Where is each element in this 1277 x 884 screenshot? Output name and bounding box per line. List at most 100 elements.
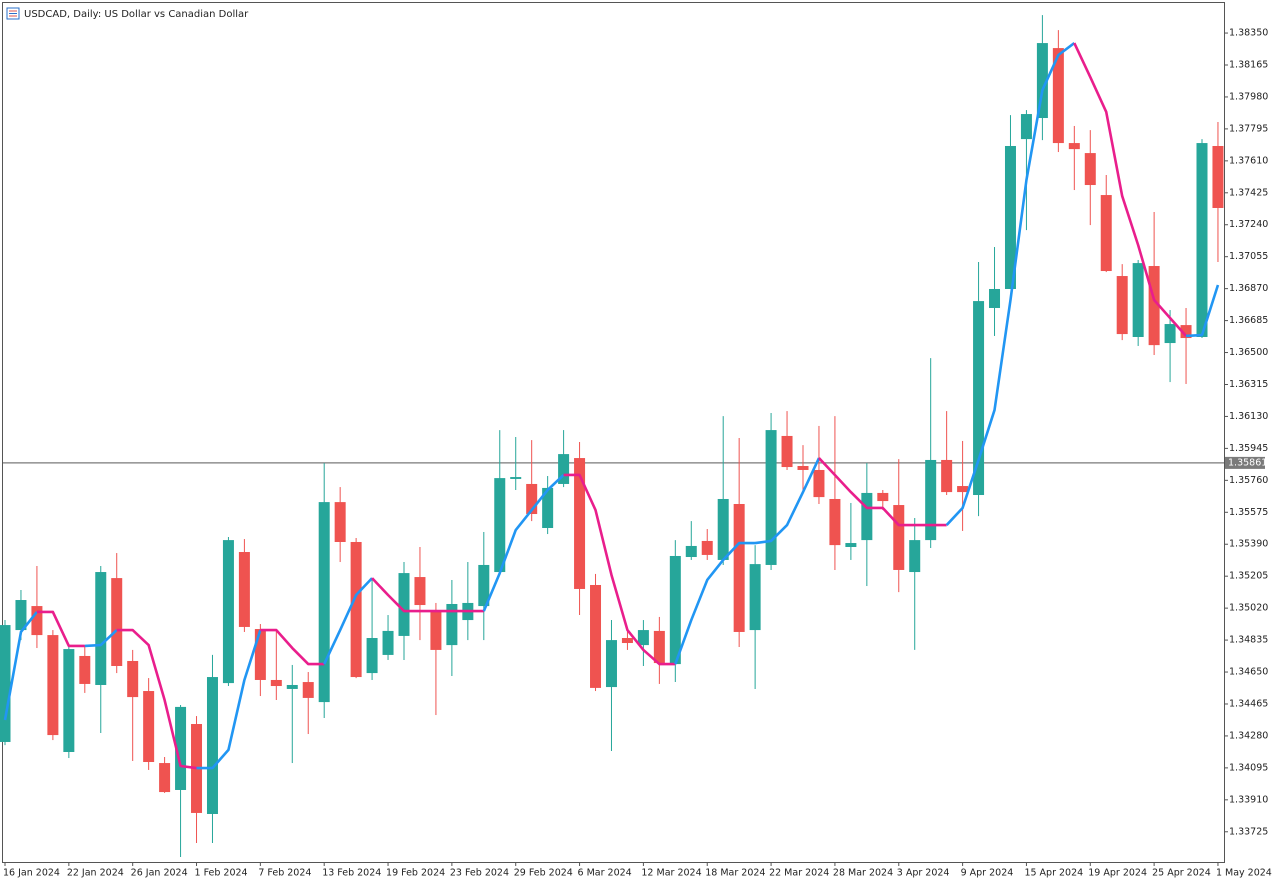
candle-body bbox=[334, 502, 346, 542]
y-tick-label: 1.35205 bbox=[1229, 571, 1268, 582]
indicator-line bbox=[323, 577, 374, 665]
candle-body bbox=[621, 638, 633, 644]
candle-body bbox=[31, 606, 43, 636]
candle-body bbox=[510, 477, 522, 479]
indicator-line bbox=[674, 457, 821, 665]
candle-body bbox=[159, 763, 171, 793]
candle-body bbox=[574, 458, 586, 589]
candle-body bbox=[398, 573, 410, 636]
candle-body bbox=[1052, 48, 1064, 144]
candle-body bbox=[478, 564, 490, 607]
x-tick-label: 22 Jan 2024 bbox=[67, 868, 124, 879]
candle-body bbox=[366, 638, 378, 674]
candle-body bbox=[494, 478, 506, 573]
x-tick-label: 22 Mar 2024 bbox=[769, 868, 829, 879]
x-tick-label: 29 Feb 2024 bbox=[514, 868, 573, 879]
candle-body bbox=[1020, 114, 1032, 140]
candle-body bbox=[877, 492, 889, 502]
candle-body bbox=[414, 577, 426, 606]
candle-body bbox=[63, 649, 75, 752]
indicator-line bbox=[945, 42, 1076, 526]
candle-body bbox=[382, 630, 394, 655]
candle-body bbox=[829, 498, 841, 546]
x-tick-label: 3 Apr 2024 bbox=[897, 868, 950, 879]
y-tick-label: 1.34650 bbox=[1229, 667, 1268, 678]
price-tag bbox=[1225, 456, 1265, 469]
x-tick-label: 16 Jan 2024 bbox=[3, 868, 60, 879]
candle-body bbox=[111, 578, 123, 666]
candle-body bbox=[925, 459, 937, 541]
y-tick-label: 1.34465 bbox=[1229, 698, 1268, 709]
y-tick-label: 1.35575 bbox=[1229, 507, 1268, 518]
candle-body bbox=[989, 288, 1001, 308]
candle-body bbox=[286, 684, 298, 689]
candle-body bbox=[765, 430, 777, 565]
indicator-line bbox=[3, 611, 38, 721]
candle-body bbox=[1180, 325, 1192, 339]
candle-body bbox=[1036, 43, 1048, 119]
candle-body bbox=[238, 552, 250, 627]
y-tick-label: 1.37055 bbox=[1229, 251, 1268, 262]
candle-body bbox=[1164, 324, 1176, 344]
candle-body bbox=[1148, 266, 1160, 346]
candle-body bbox=[669, 555, 681, 665]
y-tick-label: 1.37610 bbox=[1229, 155, 1268, 166]
x-tick-label: 25 Apr 2024 bbox=[1152, 868, 1211, 879]
candle-body bbox=[701, 540, 713, 555]
x-tick-label: 28 Mar 2024 bbox=[833, 868, 893, 879]
y-tick-label: 1.35945 bbox=[1229, 443, 1268, 454]
candle-body bbox=[1100, 195, 1112, 272]
candle-body bbox=[15, 600, 27, 631]
candle-body bbox=[813, 469, 825, 498]
x-tick-label: 7 Feb 2024 bbox=[258, 868, 311, 879]
candle-body bbox=[222, 540, 234, 684]
candle-body bbox=[1196, 143, 1208, 337]
y-tick-label: 1.38165 bbox=[1229, 59, 1268, 70]
candle-body bbox=[127, 660, 139, 698]
x-tick-label: 15 Apr 2024 bbox=[1024, 868, 1083, 879]
candle-body bbox=[0, 625, 11, 742]
x-tick-label: 6 Mar 2024 bbox=[578, 868, 632, 879]
candle-body bbox=[637, 630, 649, 646]
y-tick-label: 1.35020 bbox=[1229, 603, 1268, 614]
y-tick-label: 1.37980 bbox=[1229, 91, 1268, 102]
symbol-icon bbox=[6, 7, 20, 20]
indicator-line bbox=[1185, 284, 1220, 338]
x-tick-label: 1 May 2024 bbox=[1216, 868, 1272, 879]
x-tick-label: 1 Feb 2024 bbox=[195, 868, 248, 879]
chart-title: USDCAD, Daily: US Dollar vs Canadian Dol… bbox=[24, 9, 249, 20]
candle-body bbox=[653, 630, 665, 664]
y-tick-label: 1.37240 bbox=[1229, 219, 1268, 230]
indicator-line bbox=[84, 629, 118, 648]
candle-body bbox=[143, 691, 155, 763]
x-tick-label: 18 Mar 2024 bbox=[705, 868, 765, 879]
indicator-line bbox=[196, 629, 262, 770]
candle-body bbox=[749, 564, 761, 631]
candle-body bbox=[1084, 153, 1096, 186]
candle-body bbox=[95, 572, 107, 685]
indicator-line bbox=[482, 474, 565, 612]
price-tag-label: 1.35861 bbox=[1228, 457, 1267, 468]
indicator-line bbox=[116, 628, 197, 770]
y-tick-label: 1.37795 bbox=[1229, 123, 1268, 134]
indicator-line bbox=[818, 457, 947, 527]
candle-body bbox=[542, 487, 554, 529]
candles bbox=[0, 15, 1224, 857]
candle-body bbox=[47, 635, 59, 736]
indicator-line bbox=[260, 628, 325, 666]
y-tick-label: 1.34280 bbox=[1229, 730, 1268, 741]
indicator-line bbox=[371, 577, 484, 613]
candle-body bbox=[861, 492, 873, 541]
x-tick-label: 19 Apr 2024 bbox=[1088, 868, 1147, 879]
indicator-line bbox=[563, 473, 676, 666]
candle-body bbox=[941, 459, 953, 493]
candle-body bbox=[685, 545, 697, 558]
candle-body bbox=[717, 498, 729, 560]
y-tick-label: 1.34095 bbox=[1229, 762, 1268, 773]
candle-body bbox=[590, 584, 602, 688]
y-tick-label: 1.35760 bbox=[1229, 475, 1268, 486]
candle-body bbox=[79, 655, 91, 684]
y-tick-label: 1.35390 bbox=[1229, 539, 1268, 550]
candle-body bbox=[957, 486, 969, 493]
